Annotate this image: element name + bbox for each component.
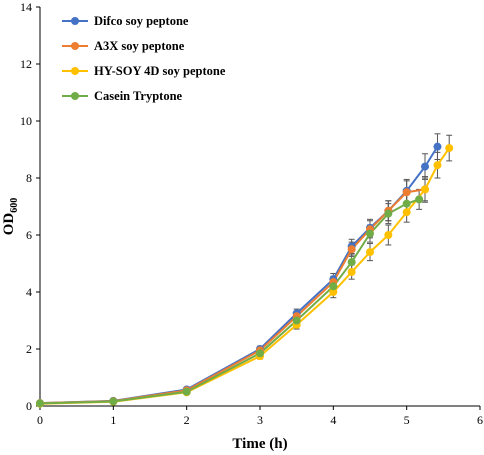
data-point: [347, 245, 356, 254]
data-point: [366, 229, 374, 238]
data-point: [182, 387, 191, 396]
x-tick-label: 6: [477, 413, 483, 427]
y-axis-title: OD600: [1, 198, 20, 236]
legend-swatch-marker: [71, 92, 79, 100]
series-line-3: [39, 198, 420, 405]
data-point: [402, 208, 411, 217]
legend-label: HY-SOY 4D soy peptone: [94, 64, 226, 78]
x-axis-title: Time (h): [232, 436, 287, 452]
data-point: [433, 161, 442, 170]
x-tick-label: 2: [184, 413, 190, 427]
x-tick-label: 4: [330, 413, 336, 427]
legend-label: A3X soy peptone: [94, 39, 185, 53]
y-tick-label: 10: [20, 114, 32, 128]
x-tick-label: 0: [37, 413, 43, 427]
data-point: [384, 231, 393, 239]
y-tick-label: 14: [20, 0, 32, 14]
data-point: [292, 316, 301, 325]
data-point: [384, 209, 393, 218]
y-tick-label: 8: [26, 171, 32, 185]
legend-label: Casein Tryptone: [94, 89, 183, 103]
data-point: [347, 268, 356, 277]
legend-swatch-marker: [71, 42, 79, 50]
y-tick-label: 2: [26, 342, 32, 356]
legend-label: Difco soy peptone: [94, 14, 189, 28]
series-line-1: [39, 188, 426, 405]
data-point: [421, 162, 429, 171]
y-axis-title-main: OD: [1, 213, 17, 236]
data-point: [445, 144, 454, 153]
data-point: [36, 399, 44, 408]
data-point: [329, 288, 338, 296]
data-point: [109, 397, 118, 406]
legend-swatch-marker: [71, 17, 79, 25]
data-point: [366, 248, 374, 257]
x-ticks: 0 1 2 3 4 5 6: [37, 406, 483, 427]
legend-swatch-marker: [71, 67, 79, 75]
data-point: [402, 188, 411, 197]
data-point: [415, 195, 424, 204]
series-line-2: [39, 147, 451, 405]
series-lines: [39, 146, 451, 405]
x-tick-label: 5: [404, 413, 410, 427]
x-tick-label: 1: [110, 413, 116, 427]
data-point: [433, 142, 442, 151]
data-point: [421, 185, 429, 194]
y-tick-label: 4: [26, 285, 32, 299]
y-axis-title-subscript: 600: [9, 198, 20, 213]
y-tick-label: 6: [26, 228, 32, 242]
data-point: [402, 199, 411, 208]
series-points: [36, 142, 454, 408]
y-tick-label: 12: [20, 57, 32, 71]
legend: Difco soy peptone A3X soy peptone HY-SOY 4…: [62, 14, 226, 103]
x-tick-label: 3: [257, 413, 263, 427]
y-ticks: 0 2 4 6 8 10 12 14: [20, 0, 40, 413]
y-tick-label: 0: [26, 399, 32, 413]
data-point: [256, 349, 264, 358]
data-point: [347, 258, 356, 267]
data-point: [329, 282, 338, 291]
